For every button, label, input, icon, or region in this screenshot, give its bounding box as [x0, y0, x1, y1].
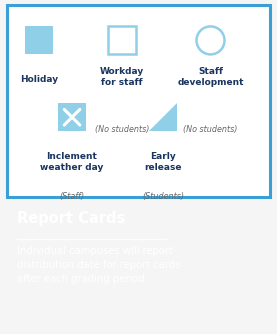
Text: Individual campuses will report
distribution date for report cards
after each gr: Individual campuses will report distribu…: [17, 245, 180, 285]
Bar: [25, 26, 53, 54]
Text: Workday
for staff: Workday for staff: [100, 67, 144, 87]
Bar: [58, 103, 86, 131]
Bar: [108, 26, 136, 54]
Text: (Students): (Students): [142, 192, 184, 201]
FancyBboxPatch shape: [7, 5, 270, 197]
Ellipse shape: [196, 26, 225, 54]
Text: Inclement
weather day: Inclement weather day: [40, 152, 104, 172]
Text: (Staff): (Staff): [60, 192, 84, 201]
Text: Report Cards: Report Cards: [17, 211, 125, 226]
Text: (No students): (No students): [95, 125, 149, 134]
Text: Holiday: Holiday: [20, 75, 58, 84]
Polygon shape: [149, 103, 178, 131]
Text: (No students): (No students): [183, 125, 238, 134]
Text: Staff
development: Staff development: [177, 67, 244, 87]
Text: Early
release: Early release: [145, 152, 182, 172]
